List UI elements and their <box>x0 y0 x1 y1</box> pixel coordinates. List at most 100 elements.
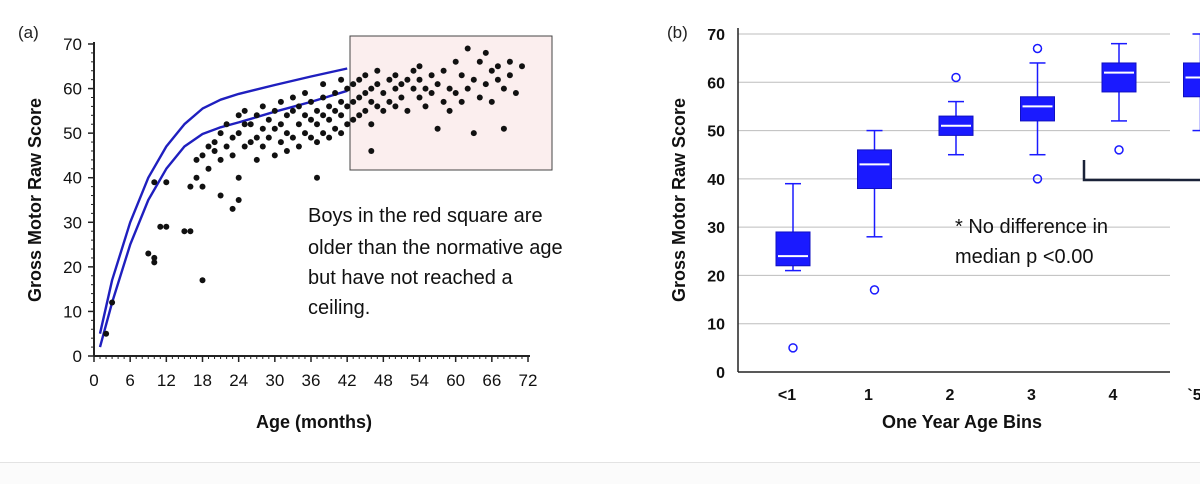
data-point <box>416 76 423 83</box>
panel-a-x-ticks: 0 6 12 18 24 30 36 42 48 54 60 66 72 <box>89 356 537 390</box>
footer-divider <box>0 462 1200 463</box>
x-tick-label: 60 <box>446 371 465 390</box>
data-point <box>314 139 320 146</box>
panel-a-y-ticks: 0 10 20 30 40 50 60 70 <box>63 35 94 366</box>
data-point <box>326 134 333 141</box>
data-point <box>187 183 194 190</box>
data-point <box>356 112 363 119</box>
data-point <box>259 143 266 150</box>
x-tick-label: 66 <box>482 371 501 390</box>
x-tick-label: 42 <box>338 371 357 390</box>
outlier-point <box>951 72 961 83</box>
data-point <box>308 116 314 123</box>
scatter-points <box>103 45 525 337</box>
y-tick-label: 20 <box>63 258 82 277</box>
y-tick-label: 20 <box>707 268 725 285</box>
data-point <box>320 94 327 101</box>
annotation-b-line-1: * No difference in <box>955 216 1108 238</box>
data-point <box>314 174 320 181</box>
annotation-line-2: older than the normative age <box>308 237 563 259</box>
annotation-line-4: ceiling. <box>308 297 370 319</box>
data-point <box>326 103 333 110</box>
data-point <box>512 90 519 96</box>
data-point <box>151 259 158 266</box>
data-point <box>205 143 212 150</box>
data-point <box>217 192 224 199</box>
data-point <box>362 72 369 79</box>
data-point <box>416 63 423 70</box>
y-tick-label: 60 <box>707 75 725 92</box>
iqr-box <box>775 231 811 267</box>
significance-bracket <box>1082 160 1200 182</box>
data-point <box>338 130 345 137</box>
data-point <box>434 81 441 88</box>
data-point <box>277 139 284 146</box>
data-point <box>229 134 236 141</box>
box-plot-2 <box>857 129 892 295</box>
data-point <box>488 67 495 74</box>
data-point <box>332 90 339 96</box>
x-tick-label: 12 <box>157 371 176 390</box>
box-plot-3 <box>938 72 974 156</box>
panel-b-axes <box>737 28 1170 373</box>
y-tick-label: 30 <box>707 220 725 237</box>
data-point <box>356 94 363 101</box>
data-point <box>374 67 381 74</box>
data-point <box>398 81 405 88</box>
y-tick-label: 40 <box>707 172 725 189</box>
data-point <box>332 107 339 114</box>
data-point <box>506 72 513 79</box>
data-point <box>199 183 206 190</box>
y-tick-label: 70 <box>63 35 82 54</box>
data-point <box>476 58 483 65</box>
iqr-box <box>1101 62 1137 93</box>
data-point <box>314 121 320 128</box>
outlier-point <box>1114 145 1124 155</box>
x-tick-label: 54 <box>410 371 429 390</box>
y-tick-label: 40 <box>63 169 82 188</box>
panel-b-y-axis-label: Gross Motor Raw Score <box>669 98 689 302</box>
data-point <box>494 76 501 83</box>
iqr-box <box>857 149 892 190</box>
bracket-line <box>1082 160 1200 182</box>
y-tick-label: 0 <box>73 347 82 366</box>
data-point <box>392 85 399 92</box>
data-point <box>314 107 320 114</box>
data-point <box>440 67 447 74</box>
data-point <box>332 125 339 132</box>
data-point <box>253 134 260 141</box>
data-point <box>362 107 369 114</box>
data-point <box>205 165 212 172</box>
panel-a: (a) 0 6 12 18 24 30 36 42 48 54 60 66 72 0 10 20 30 40 50… <box>18 23 563 432</box>
data-point <box>434 125 441 132</box>
y-tick-label: 0 <box>716 365 725 382</box>
panel-a-y-axis-label: Gross Motor Raw Score <box>25 98 45 302</box>
data-point <box>295 103 302 110</box>
figure: (a) 0 6 12 18 24 30 36 42 48 54 60 66 72 01020304050… <box>18 23 1200 432</box>
data-point <box>350 81 357 88</box>
data-point <box>380 90 387 96</box>
annotation-line-1: Boys in the red square are <box>308 205 543 227</box>
data-point <box>464 45 471 52</box>
x-tick-label: 3 <box>1027 387 1036 404</box>
data-point <box>241 107 248 114</box>
data-point <box>428 90 435 96</box>
data-point <box>187 228 194 235</box>
panel-b-x-ticks: <1 1 2 3 4 `5 <box>778 387 1200 404</box>
data-point <box>410 85 417 92</box>
data-point <box>289 134 296 141</box>
data-point <box>519 63 525 70</box>
data-point <box>229 205 236 212</box>
data-point <box>344 121 351 128</box>
data-point <box>181 228 188 235</box>
data-point <box>500 125 507 132</box>
data-point <box>368 98 375 105</box>
data-point <box>482 81 489 88</box>
box-plot-1 <box>775 182 811 353</box>
data-point <box>151 179 158 186</box>
data-point <box>320 130 327 137</box>
data-point <box>199 277 206 284</box>
data-point <box>440 98 447 105</box>
data-point <box>308 134 314 141</box>
data-point <box>350 98 357 105</box>
